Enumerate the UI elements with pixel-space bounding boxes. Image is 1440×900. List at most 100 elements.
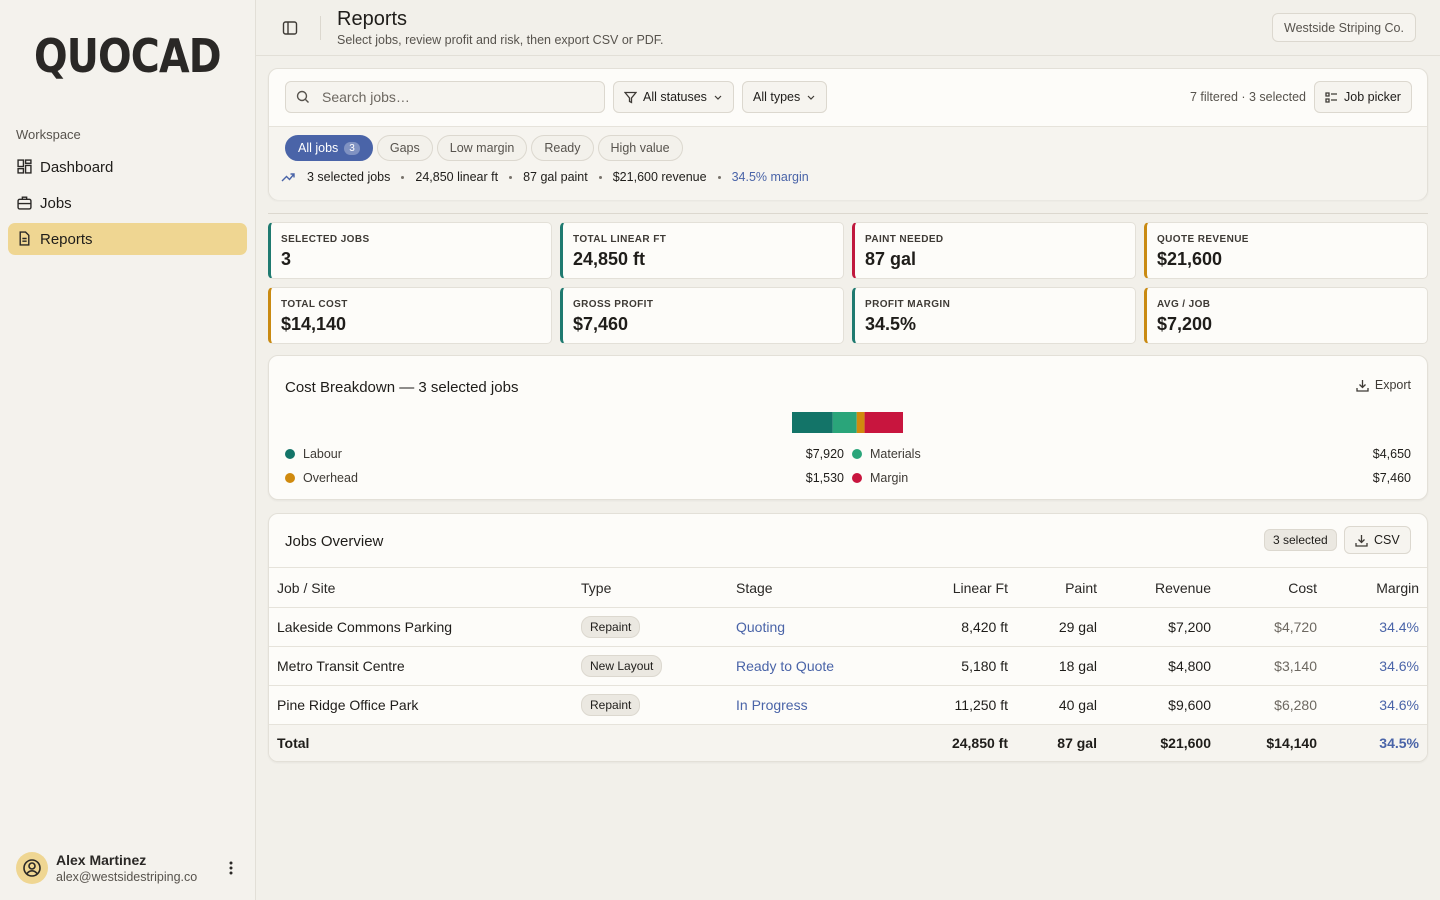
separator bbox=[401, 175, 405, 179]
stack-segment bbox=[792, 412, 833, 433]
nav-item[interactable]: Jobs bbox=[8, 187, 247, 219]
breakdown-card: Cost Breakdown — 3 selected jobs Export … bbox=[268, 355, 1428, 500]
cell: $4,720 bbox=[1219, 607, 1325, 647]
chip-label: Low margin bbox=[449, 141, 515, 155]
column-header: Stage bbox=[728, 567, 898, 608]
legend-name: Overhead bbox=[303, 471, 358, 485]
filter-chip[interactable]: High value bbox=[597, 135, 683, 161]
cell: Pine Ridge Office Park bbox=[269, 685, 573, 725]
search-input[interactable]: Search jobs… bbox=[285, 81, 605, 113]
nav-item[interactable]: Reports bbox=[8, 223, 247, 255]
csv-button[interactable]: CSV bbox=[1344, 526, 1411, 554]
cost-stack bbox=[792, 412, 903, 433]
kpi-card: QUOTE REVENUE $21,600 bbox=[1144, 222, 1428, 279]
separator bbox=[598, 175, 602, 179]
kpi-card: TOTAL COST $14,140 bbox=[268, 287, 552, 344]
export-button[interactable]: Export bbox=[1356, 378, 1411, 392]
cell: 34.4% bbox=[1325, 607, 1427, 647]
cell: $9,600 bbox=[1105, 685, 1219, 725]
total-cell: $21,600 bbox=[1105, 724, 1219, 761]
nav-item[interactable]: Dashboard bbox=[8, 151, 247, 183]
legend-name: Labour bbox=[303, 447, 342, 461]
cell: In Progress bbox=[728, 685, 898, 725]
user-email: alex@westsidestriping.co bbox=[56, 870, 198, 884]
kpi-label: TOTAL LINEAR FT bbox=[573, 234, 667, 245]
cell: $4,800 bbox=[1105, 646, 1219, 686]
kpi-value: $7,200 bbox=[1157, 314, 1213, 334]
job-picker-button[interactable]: Job picker bbox=[1314, 81, 1412, 113]
summary-item: $21,600 revenue bbox=[612, 170, 707, 184]
job-row[interactable]: Lakeside Commons Parking Repaint Quoting 8,… bbox=[269, 607, 1427, 647]
legend-swatch bbox=[285, 449, 295, 459]
cell: 34.6% bbox=[1325, 685, 1427, 725]
stack-segment bbox=[856, 412, 865, 433]
stack-segment bbox=[864, 412, 903, 433]
company-button[interactable]: Westside Striping Co. bbox=[1272, 13, 1416, 42]
sidebar-toggle[interactable] bbox=[282, 20, 298, 36]
header: Reports Select jobs, review profit and r… bbox=[256, 0, 1440, 56]
separator bbox=[717, 175, 721, 179]
filter-chip[interactable]: All jobs 3 bbox=[285, 135, 373, 161]
column-header: Type bbox=[573, 567, 728, 608]
type-tag: Repaint bbox=[581, 616, 641, 638]
divider bbox=[320, 16, 321, 40]
cell: 18 gal bbox=[1016, 646, 1105, 686]
chip-bar: All jobs 3 Gaps Low margin Ready High value 3… bbox=[269, 126, 1427, 200]
summary-item: 3 selected jobs bbox=[307, 170, 391, 184]
legend-value: $1,530 bbox=[805, 471, 844, 485]
kpi-value: $7,460 bbox=[573, 314, 629, 334]
kpi-card: PROFIT MARGIN 34.5% bbox=[852, 287, 1136, 344]
status-filter[interactable]: All statuses bbox=[613, 81, 734, 113]
summary-item: 87 gal paint bbox=[523, 170, 588, 184]
cell: 29 gal bbox=[1016, 607, 1105, 647]
summary: 3 selected jobs 24,850 linear ft 87 gal pa… bbox=[281, 170, 809, 184]
csv-label: CSV bbox=[1374, 533, 1400, 547]
job-row[interactable]: Metro Transit Centre New Layout Ready to Q… bbox=[269, 646, 1427, 686]
filter-chip[interactable]: Ready bbox=[531, 135, 594, 161]
kpi-value: 87 gal bbox=[865, 249, 917, 269]
chip-label: Gaps bbox=[389, 141, 420, 155]
kpi-card: AVG / JOB $7,200 bbox=[1144, 287, 1428, 344]
cell: 40 gal bbox=[1016, 685, 1105, 725]
cell: Lakeside Commons Parking bbox=[269, 607, 573, 647]
kpi-label: GROSS PROFIT bbox=[573, 299, 654, 310]
kpi-card: SELECTED JOBS 3 bbox=[268, 222, 552, 279]
cell: Repaint bbox=[573, 685, 728, 725]
section-label: Workspace bbox=[16, 127, 81, 142]
avatar bbox=[16, 852, 48, 884]
total-row: Total 24,850 ft 87 gal $21,600 $14,140 34.5% bbox=[269, 724, 1427, 761]
legend-swatch bbox=[852, 473, 862, 483]
legend-value: $4,650 bbox=[1372, 447, 1411, 461]
header-row: Job / Site Type Stage Linear Ft Paint Revenue… bbox=[269, 567, 1427, 608]
kpi-label: PAINT NEEDED bbox=[865, 234, 944, 245]
summary-margin: 34.5% margin bbox=[731, 170, 809, 184]
chips: All jobs 3 Gaps Low margin Ready High value bbox=[285, 135, 687, 161]
filter-chip[interactable]: Gaps bbox=[376, 135, 433, 161]
kpi-value: 34.5% bbox=[865, 314, 917, 334]
column-header: Revenue bbox=[1105, 567, 1219, 608]
type-filter[interactable]: All types bbox=[742, 81, 828, 113]
cell: New Layout bbox=[573, 646, 728, 686]
kpi-label: AVG / JOB bbox=[1157, 299, 1211, 310]
user-name: Alex Martinez bbox=[56, 852, 147, 868]
legend-item: Labour $7,920 bbox=[285, 442, 844, 466]
kpi-card: GROSS PROFIT $7,460 bbox=[560, 287, 844, 344]
legend-name: Margin bbox=[870, 471, 909, 485]
cell: $7,200 bbox=[1105, 607, 1219, 647]
menu-icon[interactable] bbox=[224, 860, 238, 876]
total-cell: 34.5% bbox=[1325, 724, 1427, 761]
divider bbox=[268, 213, 1428, 214]
cell: 8,420 ft bbox=[898, 607, 1016, 647]
legend-value: $7,920 bbox=[805, 447, 844, 461]
job-row[interactable]: Pine Ridge Office Park Repaint In Progress… bbox=[269, 685, 1427, 725]
column-header: Margin bbox=[1325, 567, 1427, 608]
filter-chip[interactable]: Low margin bbox=[436, 135, 528, 161]
type-tag: New Layout bbox=[581, 655, 663, 677]
cell: Metro Transit Centre bbox=[269, 646, 573, 686]
kpi-label: QUOTE REVENUE bbox=[1157, 234, 1249, 245]
legend-item: Materials $4,650 bbox=[852, 442, 1411, 466]
job-picker-label: Job picker bbox=[1344, 90, 1401, 104]
kpi-value: $21,600 bbox=[1157, 249, 1223, 269]
kpi-label: SELECTED JOBS bbox=[281, 234, 370, 245]
